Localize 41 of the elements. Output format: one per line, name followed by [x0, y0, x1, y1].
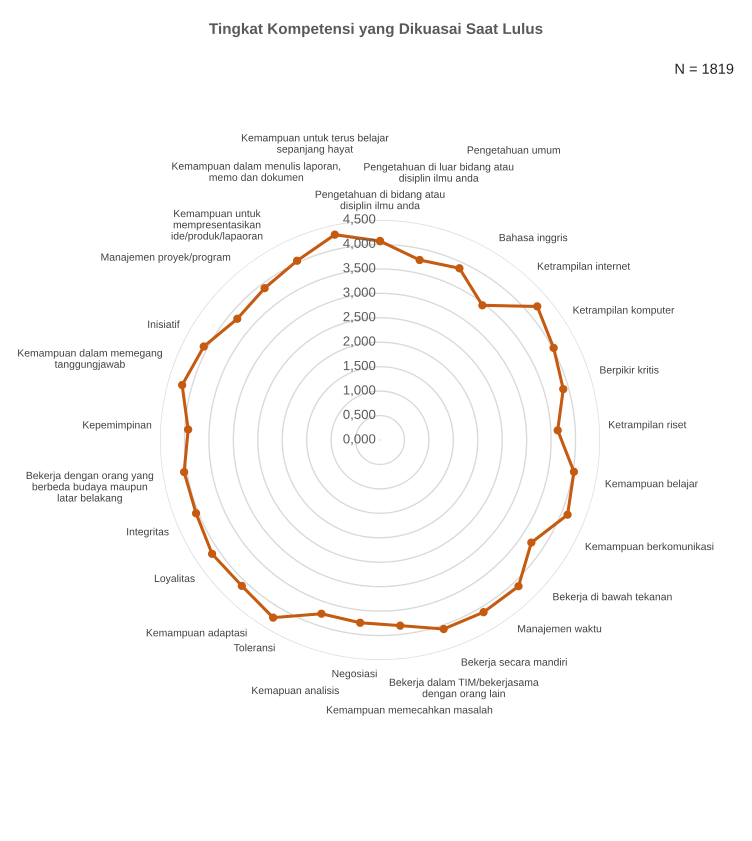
- spoke-label: Kemampuan dalam memegang tanggungjawab: [18, 349, 162, 370]
- spoke-label: Ketrampilan internet: [538, 262, 630, 272]
- spoke-label: Pengetahuan di bidang atau disiplin ilmu anda: [316, 190, 444, 212]
- spoke-label: Kemapuan analisis: [252, 686, 339, 696]
- y-tick-label: 3,000: [343, 288, 376, 298]
- text: N = 1819: [676, 64, 734, 74]
- spoke-label: Bekerja dengan orang yang berbeda budaya maupun latar belakang: [26, 472, 154, 504]
- y-tick-label: 0,500: [343, 410, 376, 421]
- spoke-label: Ketrampilan riset: [609, 420, 686, 430]
- spoke-label: Toleransi: [234, 644, 275, 652]
- spoke-label: Ketrampilan komputer: [573, 306, 674, 316]
- chart-title: Tingkat Kompetensi yang Dikuasai Saat Lulus: [209, 22, 542, 38]
- spoke-label: Inisiatif: [148, 320, 180, 328]
- spoke-label: Integritas: [127, 528, 169, 538]
- spoke-label: Kemampuan belajar: [606, 480, 698, 490]
- spoke-label: Pengetahuan di luar bidang atau disiplin ilmu anda: [364, 162, 514, 184]
- spoke-label: Manajemen waktu: [518, 624, 602, 634]
- spoke-label: Negosiasi: [332, 670, 377, 680]
- spoke-label: Bekerja secara mandiri: [462, 658, 567, 668]
- y-tick-label: 1,000: [344, 385, 376, 396]
- y-tick-label: 3,500: [343, 263, 376, 274]
- spoke-label: Kemampuan adaptasi: [146, 628, 247, 638]
- y-tick-label: 0,000: [343, 434, 376, 446]
- spoke-label: Bahasa inggris: [500, 234, 568, 244]
- spoke-label: Kemampuan berkomunikasi: [586, 542, 714, 552]
- y-tick-label: 2,000: [343, 336, 376, 348]
- spoke-label: Kemampuan memecahkan masalah: [326, 706, 492, 716]
- spoke-label: Bekerja dalam TIM/bekerjasama dengan orang lain: [390, 678, 539, 700]
- spoke-label: Berpikir kritis: [600, 366, 659, 376]
- spoke-label: Kemampuan untuk terus belajar sepanjang hayat: [242, 134, 389, 155]
- spoke-label: Loyalitas: [154, 574, 195, 584]
- y-tick-label: 2,500: [343, 312, 376, 323]
- spoke-label: Kepemimpinan: [83, 420, 152, 431]
- y-tick-label: 4,500: [343, 214, 376, 226]
- spoke-label: Pengetahuan umum: [468, 146, 560, 156]
- y-tick-label: 4,000: [343, 238, 376, 250]
- y-tick-label: 1,500: [344, 360, 376, 372]
- spoke-label: Manajemen proyek/program: [101, 253, 230, 263]
- spoke-label: Kemampuan untuk mempresentasikan ide/produk/lapaoran: [172, 210, 262, 242]
- spoke-label: Bekerja di bawah tekanan: [553, 592, 672, 602]
- spoke-label: Kemampuan dalam menulis laporan, memo dan dokumen: [172, 162, 340, 181]
